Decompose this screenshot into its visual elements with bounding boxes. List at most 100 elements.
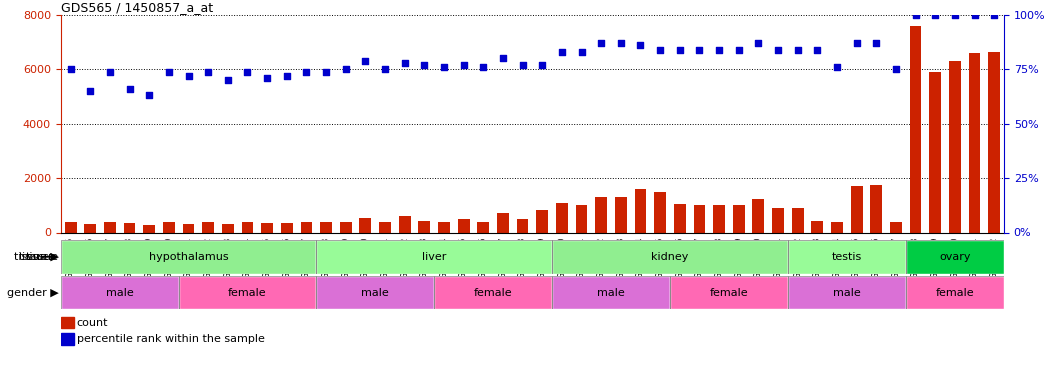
Bar xyxy=(261,223,272,232)
Point xyxy=(455,62,472,68)
Text: tissue: tissue xyxy=(19,252,50,262)
Text: tissue: tissue xyxy=(26,252,59,262)
Point xyxy=(259,75,276,81)
Text: male: male xyxy=(362,288,389,297)
Text: male: male xyxy=(833,288,860,297)
Point xyxy=(652,47,669,53)
Point xyxy=(593,40,610,46)
Point xyxy=(632,42,649,48)
Text: gender ▶: gender ▶ xyxy=(7,288,59,297)
Bar xyxy=(418,221,430,232)
Bar xyxy=(555,202,568,232)
Bar xyxy=(301,222,312,232)
Bar xyxy=(340,222,351,232)
Bar xyxy=(930,72,941,232)
Bar xyxy=(654,192,667,232)
Bar xyxy=(458,219,470,232)
Bar xyxy=(910,26,921,232)
Point xyxy=(318,69,334,75)
Bar xyxy=(241,222,254,232)
Bar xyxy=(890,222,901,232)
Bar xyxy=(517,219,528,232)
Point xyxy=(691,47,707,53)
Point xyxy=(376,66,393,72)
Point xyxy=(769,47,786,53)
Text: male: male xyxy=(597,288,625,297)
Bar xyxy=(84,224,96,232)
Bar xyxy=(634,189,647,232)
Point xyxy=(140,93,157,99)
Text: GDS565 / 1450857_a_at: GDS565 / 1450857_a_at xyxy=(61,1,213,14)
Point xyxy=(122,86,138,92)
Bar xyxy=(321,222,332,232)
Point xyxy=(62,66,79,72)
Bar xyxy=(674,204,685,232)
FancyBboxPatch shape xyxy=(788,240,905,274)
Point xyxy=(926,12,943,18)
Text: percentile rank within the sample: percentile rank within the sample xyxy=(77,334,264,345)
Bar xyxy=(752,198,764,232)
Text: count: count xyxy=(77,318,108,328)
Bar xyxy=(61,316,73,328)
Point xyxy=(986,12,1003,18)
Point xyxy=(239,69,256,75)
Bar xyxy=(163,222,175,232)
Bar xyxy=(359,217,371,232)
Point xyxy=(868,40,885,46)
Point xyxy=(612,40,629,46)
Point xyxy=(200,69,217,75)
Point xyxy=(573,49,590,55)
Bar xyxy=(733,206,745,232)
Text: female: female xyxy=(474,288,512,297)
FancyBboxPatch shape xyxy=(316,240,552,274)
Bar xyxy=(811,220,824,232)
Bar xyxy=(398,216,411,232)
Bar xyxy=(831,222,843,232)
FancyBboxPatch shape xyxy=(434,276,552,309)
Point xyxy=(495,56,511,62)
Point xyxy=(829,64,846,70)
Bar xyxy=(537,210,548,232)
Text: hypothalamus: hypothalamus xyxy=(149,252,228,262)
Bar xyxy=(694,206,705,232)
Point xyxy=(672,47,689,53)
Point xyxy=(809,47,826,53)
Bar xyxy=(497,213,509,232)
Bar xyxy=(988,52,1000,232)
Point xyxy=(357,58,374,64)
Point xyxy=(416,62,433,68)
FancyBboxPatch shape xyxy=(61,240,316,274)
Bar xyxy=(968,53,981,232)
Bar xyxy=(182,224,195,232)
Text: female: female xyxy=(228,288,267,297)
Bar xyxy=(851,186,863,232)
Bar xyxy=(949,61,961,232)
FancyBboxPatch shape xyxy=(670,276,788,309)
Bar xyxy=(477,222,489,232)
FancyBboxPatch shape xyxy=(905,276,1004,309)
Text: male: male xyxy=(106,288,133,297)
Point xyxy=(436,64,453,70)
Point xyxy=(160,69,177,75)
Bar xyxy=(595,197,607,232)
Point xyxy=(515,62,531,68)
Bar xyxy=(65,222,77,232)
Text: female: female xyxy=(936,288,975,297)
Bar xyxy=(281,223,292,232)
Point xyxy=(82,88,99,94)
FancyBboxPatch shape xyxy=(316,276,434,309)
Bar xyxy=(222,224,234,232)
FancyBboxPatch shape xyxy=(61,276,178,309)
FancyBboxPatch shape xyxy=(552,240,788,274)
Point xyxy=(908,12,924,18)
Bar xyxy=(144,225,155,232)
Point xyxy=(966,12,983,18)
Bar xyxy=(792,208,804,232)
Point xyxy=(946,12,963,18)
Point xyxy=(533,62,550,68)
Point xyxy=(848,40,865,46)
Point xyxy=(396,60,413,66)
Bar xyxy=(379,222,391,232)
Text: female: female xyxy=(709,288,748,297)
FancyBboxPatch shape xyxy=(552,276,670,309)
